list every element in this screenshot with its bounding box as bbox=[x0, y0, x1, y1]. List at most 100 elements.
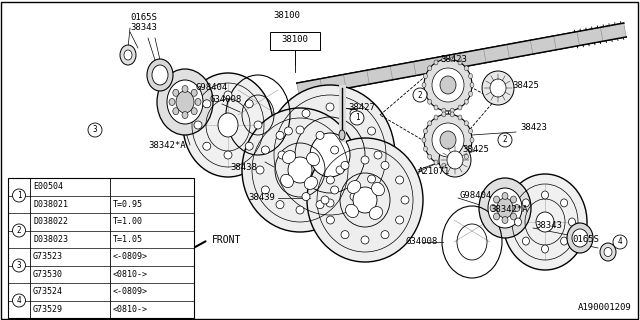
Ellipse shape bbox=[381, 161, 389, 169]
Ellipse shape bbox=[465, 154, 468, 159]
Text: E00504: E00504 bbox=[33, 182, 63, 191]
Ellipse shape bbox=[348, 180, 361, 193]
Ellipse shape bbox=[541, 245, 548, 253]
Ellipse shape bbox=[600, 243, 616, 261]
Ellipse shape bbox=[572, 229, 588, 247]
Ellipse shape bbox=[490, 204, 496, 212]
Ellipse shape bbox=[468, 92, 472, 96]
Ellipse shape bbox=[331, 186, 339, 194]
Bar bbox=[8, 178, 194, 318]
Ellipse shape bbox=[369, 207, 383, 220]
Text: 38423: 38423 bbox=[440, 55, 467, 65]
Text: 38343: 38343 bbox=[535, 220, 562, 229]
Ellipse shape bbox=[458, 160, 462, 165]
Text: 4: 4 bbox=[618, 237, 622, 246]
Ellipse shape bbox=[396, 216, 404, 224]
Text: 38425: 38425 bbox=[512, 81, 539, 90]
Text: 1: 1 bbox=[17, 191, 21, 200]
Circle shape bbox=[350, 111, 364, 125]
Text: D038022: D038022 bbox=[33, 217, 68, 226]
Ellipse shape bbox=[341, 231, 349, 239]
Ellipse shape bbox=[218, 113, 238, 137]
Ellipse shape bbox=[182, 111, 188, 118]
Ellipse shape bbox=[442, 108, 446, 113]
Ellipse shape bbox=[302, 109, 310, 117]
Ellipse shape bbox=[124, 50, 132, 60]
Text: 2: 2 bbox=[418, 91, 422, 100]
Ellipse shape bbox=[256, 166, 264, 174]
Ellipse shape bbox=[440, 131, 456, 149]
Text: G34008: G34008 bbox=[210, 95, 243, 105]
Ellipse shape bbox=[191, 108, 197, 115]
Ellipse shape bbox=[434, 105, 438, 110]
Ellipse shape bbox=[361, 236, 369, 244]
Ellipse shape bbox=[169, 99, 175, 106]
Ellipse shape bbox=[424, 114, 472, 166]
Ellipse shape bbox=[450, 108, 454, 113]
Ellipse shape bbox=[147, 59, 173, 91]
Ellipse shape bbox=[424, 74, 428, 79]
Text: 4: 4 bbox=[17, 296, 21, 305]
Ellipse shape bbox=[470, 138, 474, 142]
Ellipse shape bbox=[326, 216, 334, 224]
Text: 38100: 38100 bbox=[273, 11, 300, 20]
Ellipse shape bbox=[176, 91, 194, 113]
Text: 38439: 38439 bbox=[248, 194, 275, 203]
Ellipse shape bbox=[242, 108, 358, 232]
Text: D038021: D038021 bbox=[33, 200, 68, 209]
Ellipse shape bbox=[307, 138, 423, 262]
Text: 2: 2 bbox=[502, 135, 508, 145]
Ellipse shape bbox=[203, 142, 211, 150]
Text: 1: 1 bbox=[355, 114, 359, 123]
Text: 38427: 38427 bbox=[348, 103, 375, 113]
Bar bbox=[270, 32, 320, 50]
Circle shape bbox=[613, 235, 627, 249]
Ellipse shape bbox=[396, 176, 404, 184]
Text: 38342*A: 38342*A bbox=[148, 140, 186, 149]
Ellipse shape bbox=[282, 150, 296, 164]
Ellipse shape bbox=[424, 92, 428, 96]
Circle shape bbox=[13, 224, 26, 237]
Ellipse shape bbox=[280, 174, 293, 188]
Ellipse shape bbox=[450, 57, 454, 62]
Ellipse shape bbox=[447, 151, 463, 169]
Ellipse shape bbox=[541, 191, 548, 199]
Text: G98404: G98404 bbox=[196, 84, 228, 92]
Ellipse shape bbox=[367, 127, 376, 135]
Ellipse shape bbox=[152, 65, 168, 85]
Ellipse shape bbox=[261, 146, 269, 154]
Ellipse shape bbox=[173, 108, 179, 115]
Ellipse shape bbox=[331, 146, 339, 154]
Ellipse shape bbox=[326, 103, 334, 111]
Ellipse shape bbox=[316, 201, 324, 209]
Ellipse shape bbox=[336, 166, 344, 174]
Ellipse shape bbox=[442, 57, 446, 62]
Text: G73523: G73523 bbox=[33, 252, 63, 261]
Ellipse shape bbox=[442, 112, 446, 117]
Ellipse shape bbox=[305, 177, 317, 189]
Ellipse shape bbox=[195, 99, 201, 106]
Ellipse shape bbox=[341, 161, 349, 169]
Ellipse shape bbox=[568, 218, 575, 226]
Text: G98404: G98404 bbox=[460, 191, 492, 201]
Ellipse shape bbox=[450, 112, 454, 117]
Ellipse shape bbox=[194, 121, 202, 129]
Polygon shape bbox=[297, 23, 627, 97]
Text: T=1.05: T=1.05 bbox=[113, 235, 143, 244]
Ellipse shape bbox=[296, 126, 304, 134]
Circle shape bbox=[498, 133, 512, 147]
Ellipse shape bbox=[367, 175, 376, 183]
Text: G73524: G73524 bbox=[33, 287, 63, 296]
Ellipse shape bbox=[424, 146, 428, 151]
Text: 38100: 38100 bbox=[282, 36, 308, 44]
Circle shape bbox=[13, 189, 26, 202]
Text: 3: 3 bbox=[17, 261, 21, 270]
Ellipse shape bbox=[278, 151, 286, 159]
Ellipse shape bbox=[284, 127, 292, 135]
Ellipse shape bbox=[502, 217, 508, 223]
Ellipse shape bbox=[339, 130, 345, 140]
Text: G34008: G34008 bbox=[406, 237, 438, 246]
Ellipse shape bbox=[465, 99, 468, 104]
Text: T=0.95: T=0.95 bbox=[113, 200, 143, 209]
Ellipse shape bbox=[276, 131, 284, 139]
